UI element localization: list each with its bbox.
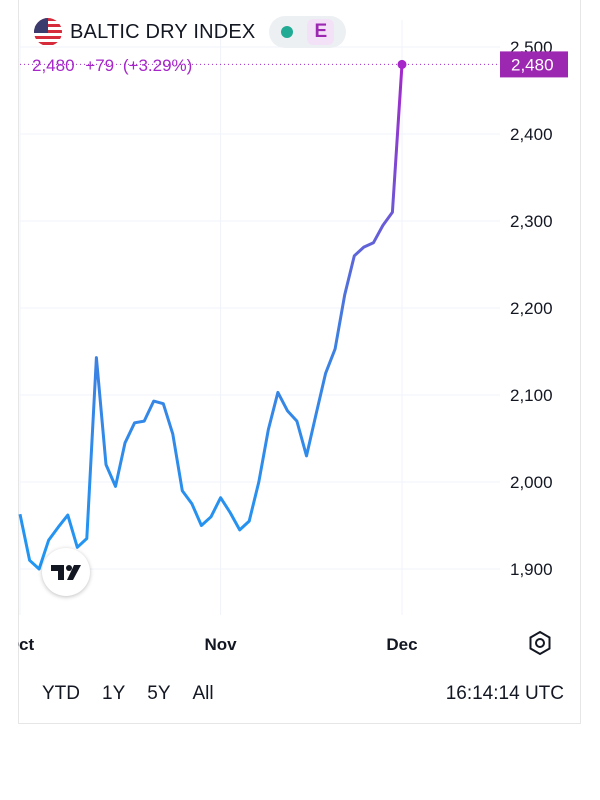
range-ytd-button[interactable]: YTD [42, 683, 80, 704]
us-flag-icon [34, 18, 62, 46]
y-tick-label: 2,300 [510, 212, 553, 231]
price-change-percent: (+3.29%) [122, 56, 193, 75]
last-price-tag-label: 2,480 [511, 55, 554, 74]
exchange-badge: E [307, 19, 335, 45]
utc-clock: 16:14:14 UTC [445, 683, 564, 704]
market-status-dot-icon [281, 26, 294, 38]
y-tick-label: 2,000 [510, 473, 553, 492]
symbol-title: BALTIC DRY INDEX [70, 20, 256, 43]
chart-card [18, 0, 581, 724]
y-tick-label: 2,400 [510, 125, 553, 144]
tradingview-logo-icon[interactable] [42, 548, 90, 596]
price-change: +79 [85, 56, 115, 75]
last-price-tag [500, 51, 568, 78]
range-1y-button[interactable]: 1Y [102, 683, 126, 704]
edge-mask [0, 625, 18, 660]
gear-icon[interactable] [527, 630, 553, 661]
price-line [18, 64, 404, 571]
y-tick-label: 2,100 [510, 386, 553, 405]
y-tick-label: 1,900 [510, 560, 553, 579]
market-status-pill[interactable]: E [269, 16, 347, 48]
range-selector: YTD 1Y 5Y All [42, 683, 214, 705]
x-tick-label: Dec [386, 635, 417, 654]
chart-header: BALTIC DRY INDEX E [34, 14, 347, 50]
y-tick-label: 2,200 [510, 299, 553, 318]
last-price: 2,480 [32, 56, 75, 75]
last-point-marker [397, 59, 407, 69]
range-all-button[interactable]: All [192, 683, 214, 704]
price-legend: 2,480 +79 (+3.29%) [32, 56, 192, 76]
x-tick-label: Nov [204, 635, 237, 654]
range-5y-button[interactable]: 5Y [147, 683, 171, 704]
